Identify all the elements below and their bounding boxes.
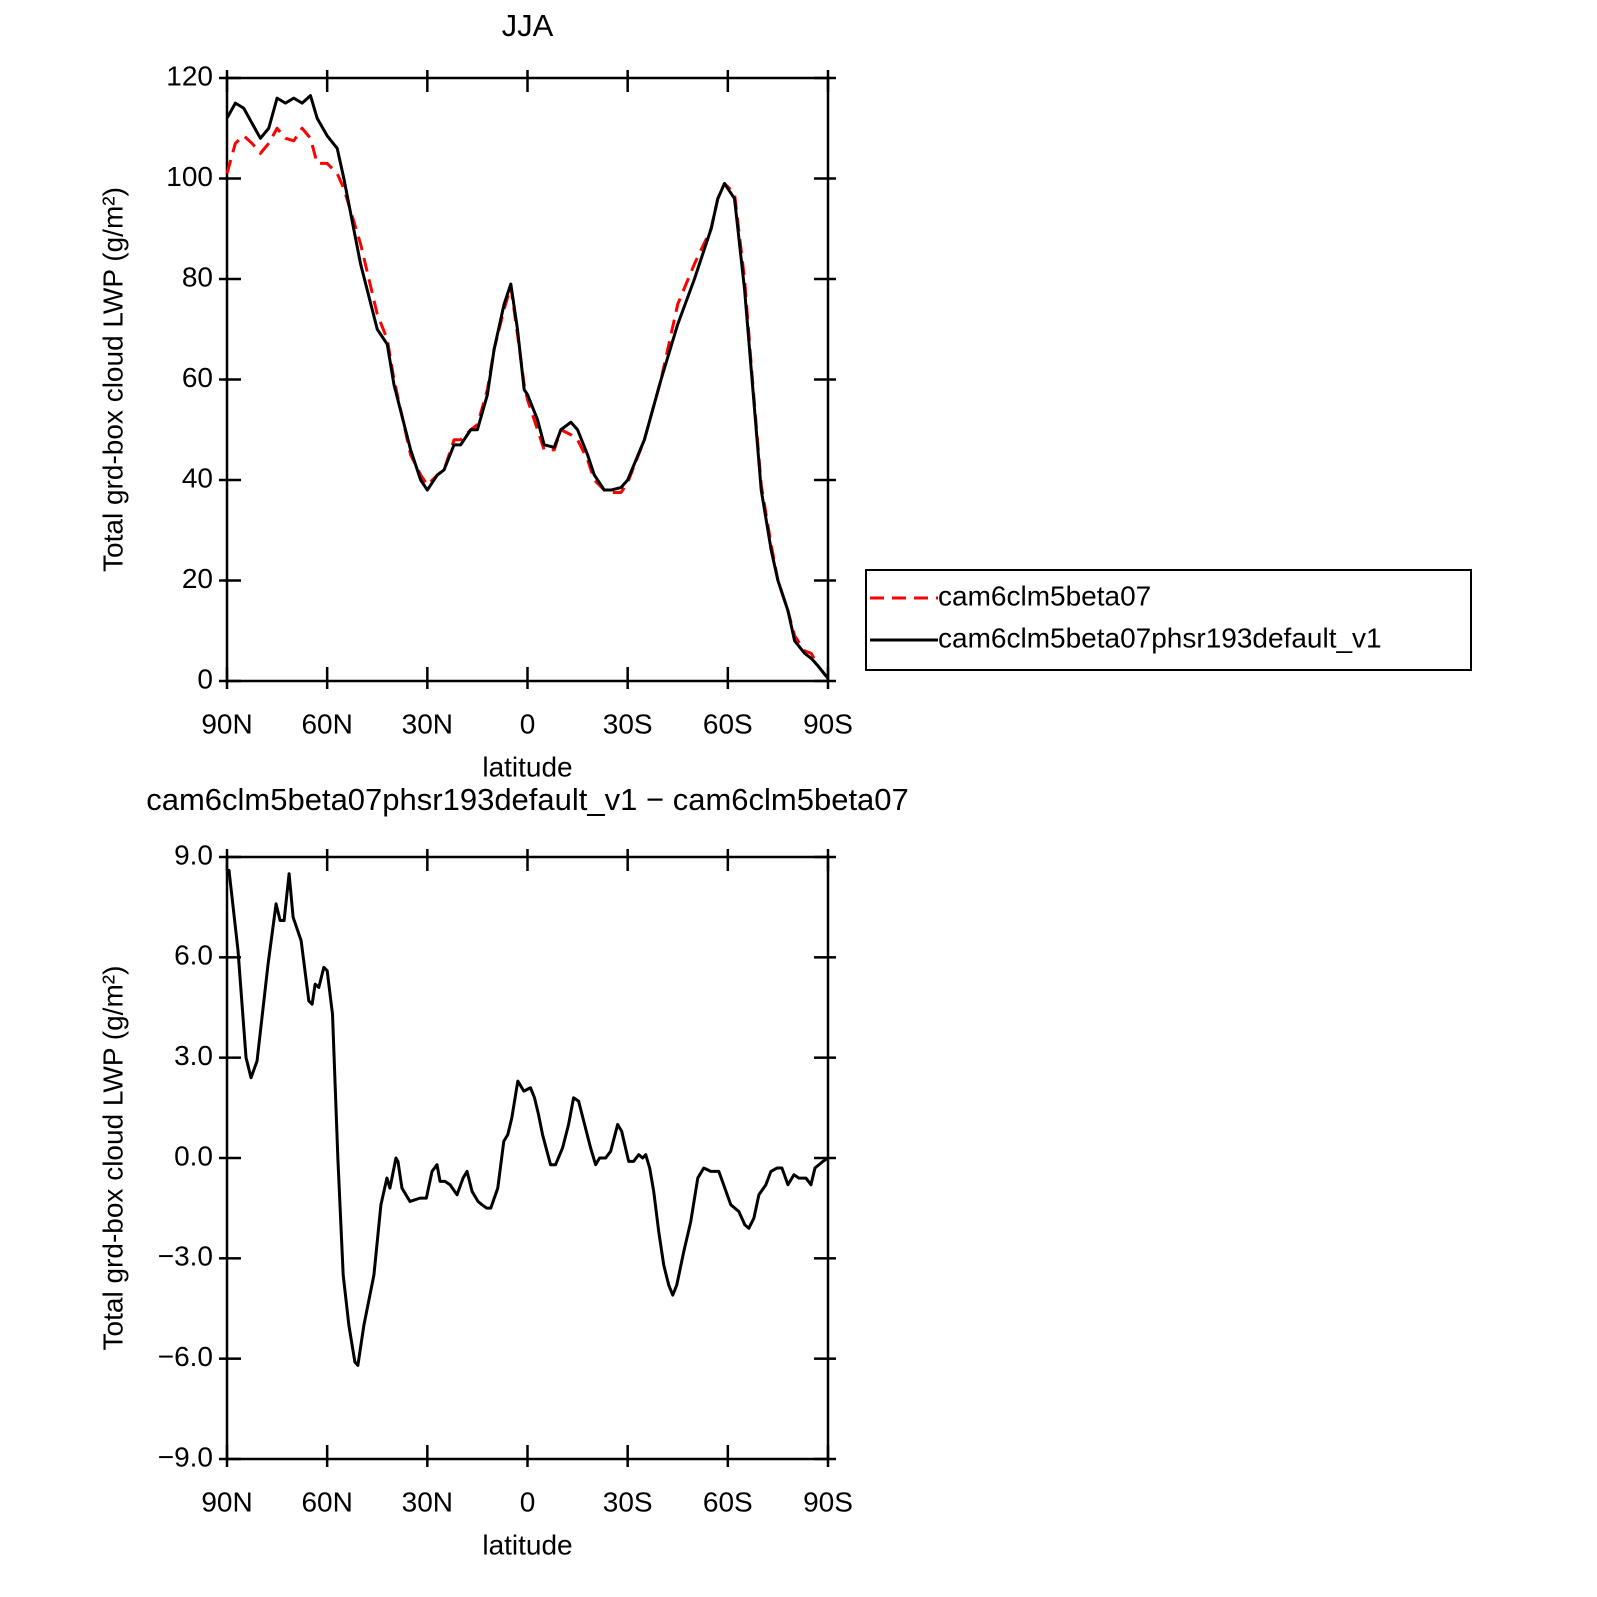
x-tick-label: 60N — [301, 1486, 352, 1517]
x-tick-label: 0 — [520, 708, 536, 739]
x-axis-label: latitude — [482, 1529, 572, 1560]
x-tick-label: 30N — [402, 1486, 453, 1517]
x-tick-label: 90N — [201, 708, 252, 739]
y-tick-label: 80 — [182, 261, 213, 292]
x-axis-label: latitude — [482, 751, 572, 782]
chart-title: cam6clm5beta07phsr193default_v1 − cam6cl… — [146, 782, 909, 817]
x-tick-label: 30S — [603, 1486, 653, 1517]
x-tick-label: 90S — [803, 1486, 853, 1517]
y-tick-label: −9.0 — [158, 1441, 213, 1472]
x-tick-label: 60S — [703, 1486, 753, 1517]
plot-frame — [225, 855, 830, 1461]
y-tick-label: 0.0 — [174, 1140, 213, 1171]
y-tick-label: −6.0 — [158, 1341, 213, 1372]
y-tick-label: 0 — [197, 663, 213, 694]
y-axis-label: Total grd-box cloud LWP (g/m²) — [97, 187, 128, 572]
y-tick-label: 6.0 — [174, 940, 213, 971]
x-tick-label: 90N — [201, 1486, 252, 1517]
y-tick-label: 120 — [166, 60, 213, 91]
x-tick-label: 30N — [402, 708, 453, 739]
y-tick-label: 40 — [182, 462, 213, 493]
y-tick-label: 20 — [182, 563, 213, 594]
chart-title: JJA — [502, 8, 554, 43]
legend-box — [865, 569, 1472, 671]
legend-label: cam6clm5beta07phsr193default_v1 — [938, 622, 1382, 653]
data-line — [225, 868, 829, 1367]
x-tick-label: 0 — [520, 1486, 536, 1517]
y-tick-label: 3.0 — [174, 1040, 213, 1071]
y-tick-label: 100 — [166, 161, 213, 192]
plot-frame — [225, 76, 830, 683]
y-tick-label: −3.0 — [158, 1241, 213, 1272]
x-tick-label: 60N — [301, 708, 352, 739]
y-axis-label: Total grd-box cloud LWP (g/m²) — [97, 966, 128, 1351]
legend-label: cam6clm5beta07 — [938, 580, 1151, 611]
y-tick-label: 9.0 — [174, 839, 213, 870]
x-tick-label: 90S — [803, 708, 853, 739]
data-line — [225, 94, 830, 680]
x-tick-label: 60S — [703, 708, 753, 739]
data-line — [225, 126, 830, 680]
x-tick-label: 30S — [603, 708, 653, 739]
y-tick-label: 60 — [182, 362, 213, 393]
